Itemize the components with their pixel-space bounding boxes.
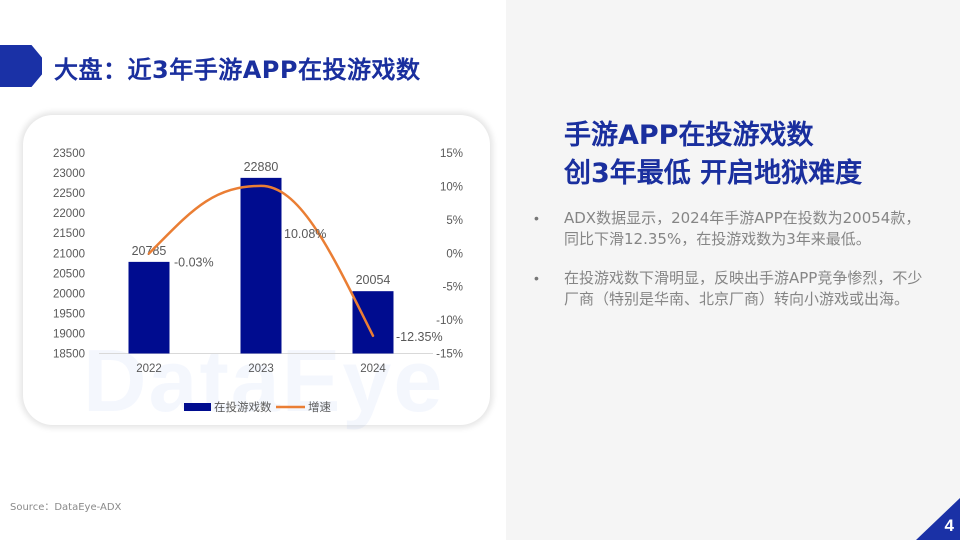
source-note: Source：DataEye-ADX xyxy=(10,502,122,513)
left-axis-tick: 23000 xyxy=(53,168,85,180)
legend-label: 在投游戏数 xyxy=(214,400,272,414)
growth-value-label: -0.03% xyxy=(174,255,214,269)
growth-value-label: -12.35% xyxy=(396,330,443,344)
left-axis-tick: 23500 xyxy=(53,148,85,160)
right-axis-ticks: 15% 10% 5% 0% -5% -10% -15% xyxy=(436,148,463,361)
x-axis-label: 2024 xyxy=(360,363,386,375)
bar-2023 xyxy=(240,177,282,354)
bar-2022 xyxy=(128,261,170,354)
page-number: 4 xyxy=(944,516,954,535)
bullet-text: 在投游戏数下滑明显，反映出手游APP竞争惨烈，不少厂商（特别是华南、北京厂商）转… xyxy=(564,269,923,308)
growth-line xyxy=(147,184,375,338)
bullet-icon: • xyxy=(534,210,539,226)
bar-value-label: 20785 xyxy=(132,244,167,258)
left-axis-ticks: 23500 23000 22500 22000 21500 21000 20500 20000… xyxy=(53,148,85,361)
bullet-item: • ADX数据显示，2024年手游APP在投数为20054款，同比下滑12.35… xyxy=(532,208,932,250)
right-axis-tick: 15% xyxy=(440,148,463,160)
bar-2024 xyxy=(352,291,394,354)
left-axis-tick: 20000 xyxy=(53,288,85,300)
left-axis-tick: 19500 xyxy=(53,308,85,320)
right-axis-tick: 5% xyxy=(446,215,463,227)
left-axis-tick: 21000 xyxy=(53,248,85,260)
right-axis-tick: 10% xyxy=(440,181,463,193)
headline: 手游APP在投游戏数 创3年最低 开启地狱难度 xyxy=(564,117,862,193)
combo-chart: 23500 23000 22500 22000 21500 21000 20500 20000… xyxy=(53,148,463,414)
left-axis-tick: 21500 xyxy=(53,228,85,240)
left-axis-tick: 18500 xyxy=(53,349,85,361)
x-axis-label: 2022 xyxy=(136,363,162,375)
left-axis-tick: 22000 xyxy=(53,208,85,220)
right-axis-tick: -5% xyxy=(443,282,463,294)
growth-value-label: 10.08% xyxy=(284,227,326,241)
title-tab-marker xyxy=(0,45,42,87)
bar-series: 20785 22880 20054 xyxy=(128,160,394,354)
legend: 在投游戏数 增速 xyxy=(184,400,331,414)
right-panel xyxy=(506,0,960,540)
x-axis-label: 2023 xyxy=(248,363,274,375)
bullet-text: ADX数据显示，2024年手游APP在投数为20054款，同比下滑12.35%，… xyxy=(564,209,921,248)
left-axis-tick: 20500 xyxy=(53,268,85,280)
legend-bar-swatch xyxy=(184,403,211,411)
bar-value-label: 20054 xyxy=(356,273,391,287)
right-axis-tick: -10% xyxy=(436,315,463,327)
bullet-list: • ADX数据显示，2024年手游APP在投数为20054款，同比下滑12.35… xyxy=(532,208,932,328)
headline-line-2: 创3年最低 开启地狱难度 xyxy=(564,158,863,189)
right-axis-tick: -15% xyxy=(436,349,463,361)
bullet-item: • 在投游戏数下滑明显，反映出手游APP竞争惨烈，不少厂商（特别是华南、北京厂商… xyxy=(532,268,932,310)
left-axis-tick: 22500 xyxy=(53,188,85,200)
right-axis-tick: 0% xyxy=(446,248,463,260)
page-title: 大盘：近3年手游APP在投游戏数 xyxy=(54,56,421,84)
x-axis-labels: 2022 2023 2024 xyxy=(136,363,386,375)
bullet-icon: • xyxy=(534,270,539,286)
chart-card: DataEye 23500 23000 22500 22000 21500 21000 20… xyxy=(23,115,490,430)
line-series: -0.03% 10.08% -12.35% xyxy=(147,184,443,344)
left-axis-tick: 19000 xyxy=(53,328,85,340)
bar-value-label: 22880 xyxy=(244,160,279,174)
headline-line-1: 手游APP在投游戏数 xyxy=(564,120,814,151)
legend-label: 增速 xyxy=(308,400,331,414)
